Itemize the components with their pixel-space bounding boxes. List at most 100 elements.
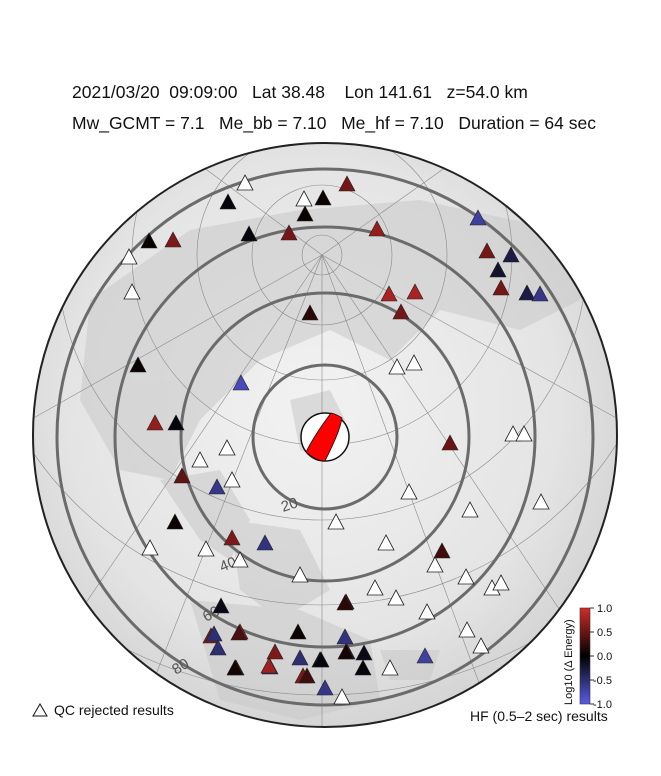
- colorbar-tick: 0.5: [597, 627, 612, 639]
- station-marker: [433, 542, 451, 559]
- focal-mechanism: [300, 412, 350, 462]
- qc-legend-label: QC rejected results: [54, 702, 174, 718]
- colorbar-tick: 1.0: [597, 603, 612, 615]
- station-marker: [355, 644, 373, 661]
- qc-rejected-marker: [405, 354, 423, 371]
- station-marker: [314, 189, 332, 206]
- station-marker: [219, 193, 237, 210]
- qc-triangle-icon: [32, 703, 48, 717]
- station-marker: [164, 231, 182, 248]
- qc-rejected-stations: [120, 174, 550, 705]
- qc-rejected-marker: [426, 556, 444, 573]
- qc-rejected-marker: [377, 534, 395, 551]
- station-marker: [212, 597, 230, 614]
- station-marker: [492, 279, 510, 296]
- station-marker: [502, 246, 520, 263]
- station-marker: [298, 667, 316, 684]
- qc-rejected-marker: [515, 425, 533, 442]
- station-marker: [392, 303, 410, 320]
- station-marker: [296, 205, 314, 222]
- ring-20: [251, 363, 399, 511]
- station-marker: [380, 285, 398, 302]
- station-marker: [140, 232, 158, 249]
- station-marker: [368, 220, 386, 237]
- station-marker: [260, 657, 278, 674]
- station-marker: [338, 175, 356, 192]
- qc-rejected-marker: [197, 540, 215, 557]
- station-marker: [289, 623, 307, 640]
- qc-rejected-marker: [461, 501, 479, 518]
- colorbar-tick: -0.5: [593, 675, 612, 687]
- qc-rejected-marker: [492, 574, 510, 591]
- station-marker: [518, 284, 536, 301]
- station-marker: [489, 261, 507, 278]
- qc-rejected-marker: [295, 190, 313, 207]
- station-marker: [469, 209, 487, 226]
- station-marker: [208, 478, 226, 495]
- station-marker: [223, 529, 241, 546]
- station-marker: [205, 625, 223, 642]
- station-marker: [209, 639, 227, 656]
- station-marker: [337, 643, 355, 660]
- qc-rejected-marker: [532, 493, 550, 510]
- colorbar-title: Log10 (Δ Energy): [563, 619, 575, 705]
- colorbar-tick: 0.0: [597, 651, 612, 663]
- qc-rejected-marker: [231, 551, 249, 568]
- station-marker: [301, 304, 319, 321]
- qc-rejected-marker: [387, 589, 405, 606]
- station-marker: [232, 374, 250, 391]
- station-marker: [316, 679, 334, 696]
- station-marker: [354, 659, 372, 676]
- event-header-line1: 2021/03/20 09:09:00 Lat 38.48 Lon 141.61…: [72, 82, 528, 102]
- qc-rejected-marker: [333, 688, 351, 705]
- qc-rejected-marker: [291, 566, 309, 583]
- distance-rings: [55, 167, 595, 707]
- qc-rejected-marker: [327, 513, 345, 530]
- station-marker: [312, 651, 330, 668]
- ring-40: [179, 291, 471, 583]
- hf-results-label: HF (0.5–2 sec) results: [470, 708, 608, 724]
- mechanism-compressional-quadrant: [305, 412, 343, 462]
- station-marker: [230, 624, 248, 641]
- colorbar: 1.0 0.5 0.0 -0.5 -1.0 Log10 (Δ Energy): [563, 603, 612, 711]
- qc-legend: QC rejected results: [32, 702, 174, 718]
- ring-label-20: 20: [279, 494, 300, 515]
- event-header-line2: Mw_GCMT = 7.1 Me_bb = 7.10 Me_hf = 7.10 …: [72, 113, 596, 133]
- station-marker: [280, 224, 298, 241]
- qc-rejected-marker: [223, 471, 241, 488]
- globe-outline: [32, 142, 618, 728]
- qc-rejected-marker: [457, 568, 475, 585]
- qc-rejected-marker: [458, 621, 476, 638]
- ring-label-80: 80: [169, 655, 192, 678]
- station-marker: [240, 225, 258, 242]
- station-marker: [441, 434, 459, 451]
- station-marker: [291, 649, 309, 666]
- qc-rejected-marker: [236, 174, 254, 191]
- qc-rejected-marker: [123, 283, 141, 300]
- station-marker: [173, 467, 191, 484]
- station-marker: [256, 534, 274, 551]
- station-marker: [416, 647, 434, 664]
- qc-rejected-marker: [418, 603, 436, 620]
- qc-rejected-marker: [191, 451, 209, 468]
- qc-rejected-marker: [141, 539, 159, 556]
- qc-rejected-marker: [504, 425, 522, 442]
- colorbar-gradient: [579, 607, 591, 705]
- station-marker: [266, 643, 284, 660]
- station-marker: [531, 285, 549, 302]
- ring-80: [55, 167, 595, 707]
- colorbar-tick: -1.0: [593, 699, 612, 711]
- station-marker: [478, 242, 496, 259]
- stations: [129, 175, 549, 696]
- station-marker: [129, 356, 147, 373]
- station-marker: [166, 513, 184, 530]
- station-marker: [336, 594, 354, 611]
- qc-rejected-marker: [472, 637, 490, 654]
- qc-rejected-marker: [400, 483, 418, 500]
- qc-rejected-marker: [120, 248, 138, 265]
- station-marker: [146, 414, 164, 431]
- qc-rejected-marker: [218, 439, 236, 456]
- ring-label-40: 40: [217, 554, 239, 576]
- qc-rejected-marker: [381, 659, 399, 676]
